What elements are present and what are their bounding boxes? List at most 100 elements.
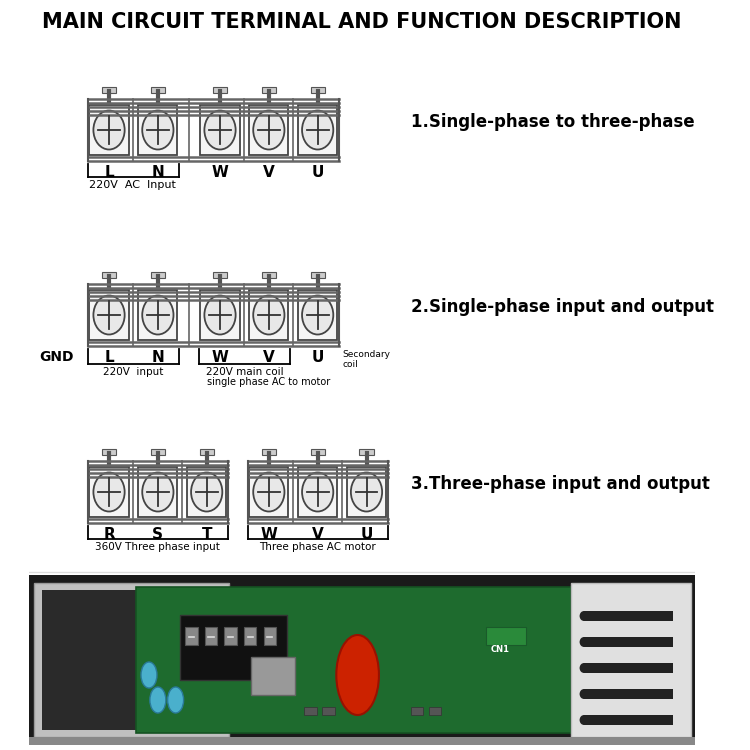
Bar [429,707,441,715]
Text: Three phase AC motor: Three phase AC motor [260,542,376,552]
Bar [29,737,695,745]
Text: W: W [260,527,278,542]
Bar [298,105,338,155]
Bar [224,627,237,645]
Text: 1.Single-phase to three-phase: 1.Single-phase to three-phase [411,113,694,131]
Circle shape [580,715,589,725]
Bar [151,449,165,455]
Bar [136,587,571,733]
Bar [89,290,128,340]
Bar [310,449,325,455]
Circle shape [580,689,589,699]
Bar [251,657,296,695]
Bar [322,707,334,715]
Text: U: U [360,527,373,542]
Ellipse shape [302,296,333,334]
Text: 360V Three phase input: 360V Three phase input [95,542,220,552]
Bar [310,87,325,93]
Ellipse shape [302,472,333,512]
Text: N: N [152,165,164,180]
Ellipse shape [94,472,124,512]
Circle shape [580,637,589,647]
Text: 220V main coil: 220V main coil [206,367,284,377]
Text: 3.Three-phase input and output: 3.Three-phase input and output [411,475,710,493]
Text: CN1: CN1 [490,646,510,655]
Bar [304,707,316,715]
Bar [262,272,276,278]
Text: 220V  input: 220V input [104,367,164,377]
Bar [584,637,673,647]
Circle shape [664,689,673,699]
Circle shape [580,611,589,621]
Text: T: T [202,527,212,542]
Bar [249,290,288,340]
Ellipse shape [94,110,124,149]
Text: W: W [211,165,229,180]
Ellipse shape [141,662,157,688]
Ellipse shape [205,110,236,149]
Bar [584,611,673,621]
Text: S: S [152,527,164,542]
Ellipse shape [191,472,222,512]
Circle shape [664,611,673,621]
Bar [571,583,691,737]
Bar [185,627,198,645]
Text: L: L [104,350,114,365]
Bar [180,615,286,680]
Bar [310,272,325,278]
Ellipse shape [254,110,284,149]
Bar [151,87,165,93]
Ellipse shape [150,687,166,713]
Ellipse shape [168,687,184,713]
Text: V: V [263,350,274,365]
Bar [200,290,239,340]
Bar [249,467,288,517]
Bar [89,105,128,155]
Bar [200,449,214,455]
Bar [138,290,178,340]
Bar [151,272,165,278]
Circle shape [664,715,673,725]
Text: L: L [104,165,114,180]
Ellipse shape [205,296,236,334]
Bar [102,87,116,93]
Bar [102,449,116,455]
Ellipse shape [254,296,284,334]
Bar [213,87,227,93]
Ellipse shape [142,296,173,334]
Bar [102,272,116,278]
Bar [411,707,423,715]
Ellipse shape [94,296,124,334]
Text: 2.Single-phase input and output: 2.Single-phase input and output [411,298,714,316]
Text: R: R [104,527,115,542]
Bar [188,467,226,517]
Bar [347,467,386,517]
Bar [138,467,178,517]
Text: V: V [263,165,274,180]
Bar [298,290,338,340]
Text: MAIN CIRCUIT TERMINAL AND FUNCTION DESCRIPTION: MAIN CIRCUIT TERMINAL AND FUNCTION DESCR… [42,12,682,32]
Circle shape [664,637,673,647]
Bar [584,715,673,725]
Ellipse shape [254,472,284,512]
Bar [29,0,695,580]
Text: U: U [311,350,324,365]
Bar [584,689,673,699]
Text: V: V [312,527,323,542]
Circle shape [580,663,589,673]
Bar [298,467,338,517]
Text: GND: GND [39,350,74,364]
Text: N: N [152,350,164,365]
Bar [584,663,673,673]
Ellipse shape [142,110,173,149]
Bar [29,575,695,745]
Ellipse shape [351,472,382,512]
Bar [34,583,229,737]
Ellipse shape [336,635,379,715]
Bar [249,105,288,155]
Text: W: W [211,350,229,365]
Bar [486,627,526,645]
Bar [244,627,256,645]
Bar [359,449,374,455]
Ellipse shape [142,472,173,512]
